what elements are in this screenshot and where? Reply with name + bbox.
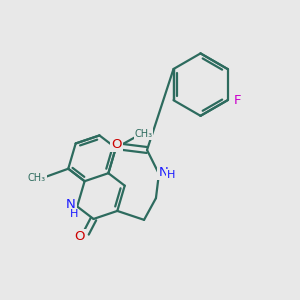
Text: N: N [66,199,76,212]
Text: O: O [112,138,122,151]
Text: CH₃: CH₃ [134,129,152,139]
Text: H: H [167,170,176,180]
Text: F: F [233,94,241,107]
Text: N: N [158,166,168,179]
Text: H: H [69,209,78,220]
Text: CH₃: CH₃ [28,173,46,183]
Text: O: O [74,230,85,243]
